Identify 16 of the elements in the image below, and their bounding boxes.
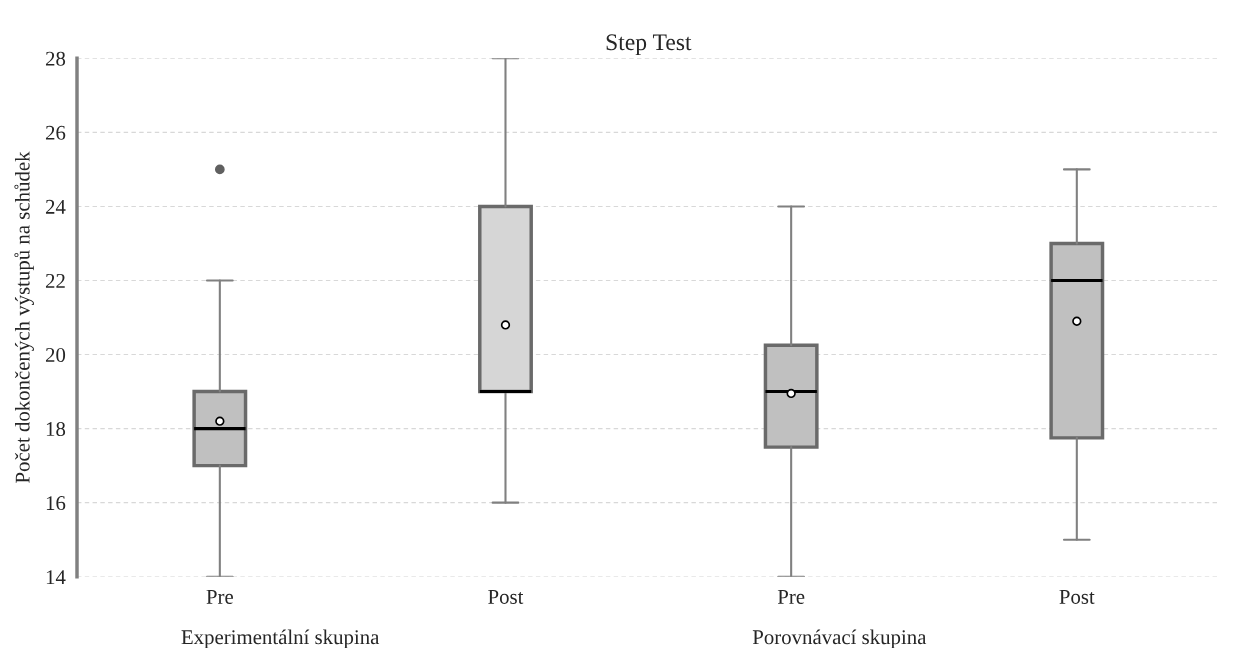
y-tick-label: 14	[46, 570, 66, 584]
x-tick-label: Post	[488, 590, 524, 604]
text: Porovnávací skupina	[752, 629, 927, 648]
y-axis-title: Počet dokončených výstupů na schůdek	[14, 151, 34, 483]
x-tick-label: Pre	[206, 590, 233, 604]
y-tick-label: 20	[45, 347, 66, 362]
text: Experimentální skupina	[181, 629, 380, 648]
y-tick-label: 22	[45, 273, 65, 288]
y-tick-label: 16	[46, 496, 66, 511]
y-tick-label: 28	[45, 51, 66, 66]
x-tick-label: Post	[1059, 590, 1095, 604]
y-tick-label: 24	[45, 199, 66, 214]
chart-title: Step Test	[606, 34, 692, 56]
y-tick-label: 18	[46, 421, 66, 437]
x-tick-label: Pre	[777, 590, 805, 604]
y-tick-label: 26	[45, 125, 66, 140]
